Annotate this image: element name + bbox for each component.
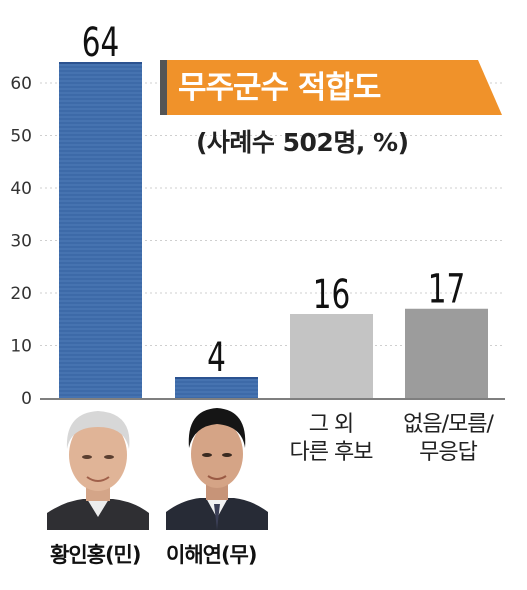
bar xyxy=(290,314,373,398)
y-tick-label: 60 xyxy=(10,74,32,94)
y-tick-label: 40 xyxy=(10,179,32,199)
category-label-other-line1: 그 외 xyxy=(308,412,354,437)
y-axis-ticks: 0 10 20 30 40 50 60 xyxy=(10,74,32,409)
y-tick-label: 30 xyxy=(10,232,32,252)
bars xyxy=(59,62,488,398)
category-label-none-line1: 없음/모름/ xyxy=(403,412,494,437)
y-tick-label: 10 xyxy=(10,337,32,357)
y-tick-label: 20 xyxy=(10,284,32,304)
category-label-none: 없음/모름/ 무응답 xyxy=(398,411,498,467)
bar xyxy=(59,62,142,398)
candidate-photo-hwang xyxy=(47,405,149,530)
chart-subtitle: (사례수 502명, %) xyxy=(196,128,409,157)
value-labels: 64 4 16 17 xyxy=(82,19,466,381)
category-label-none-line2: 무응답 xyxy=(419,440,478,465)
chart-title: 무주군수 적합도 xyxy=(178,70,381,106)
y-tick-label: 0 xyxy=(21,389,32,409)
category-label-other-line2: 다른 후보 xyxy=(289,440,374,465)
bar-value-label: 16 xyxy=(313,271,351,318)
candidate-photo-lee xyxy=(166,400,268,530)
candidate-label-hwang: 황인홍(민) xyxy=(50,543,141,567)
bar-value-label: 17 xyxy=(428,266,466,313)
category-label-other: 그 외 다른 후보 xyxy=(285,411,377,467)
bar-top-edge xyxy=(175,377,258,379)
bar-top-edge xyxy=(59,62,142,64)
candidate-label-lee: 이해연(무) xyxy=(166,543,257,567)
bar-value-label: 4 xyxy=(207,334,226,381)
bar xyxy=(405,308,488,398)
bar-value-label: 64 xyxy=(82,19,120,66)
title-banner xyxy=(160,60,502,115)
y-tick-label: 50 xyxy=(10,127,32,147)
